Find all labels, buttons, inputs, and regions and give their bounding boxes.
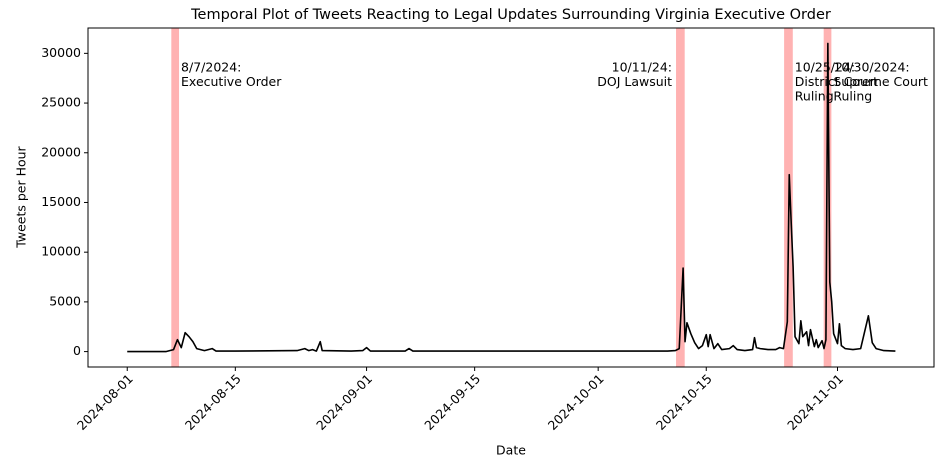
x-axis-label: Date [496,443,526,458]
y-tick-label: 15000 [41,194,81,209]
y-axis-label: Tweets per Hour [14,145,29,248]
annotation: 10/30/2024: [833,60,909,75]
x-tick-label: 2024-09-15 [421,371,483,433]
x-tick-label: 2024-10-15 [653,371,715,433]
x-tick-label: 2024-11-01 [784,371,846,433]
y-tick-label: 30000 [41,45,81,60]
plot [127,42,896,353]
annotation: Ruling [795,89,834,104]
series-line [127,42,896,353]
annotation: 8/7/2024: [181,60,241,75]
plot-frame [87,27,935,368]
annotation: 10/11/24: [612,60,672,75]
highlight-span [676,28,685,367]
annotation: District Court [795,74,878,89]
annotation: Supreme Court [833,74,928,89]
y-tick-label: 5000 [49,293,81,308]
x-tick-label: 2024-09-01 [313,371,375,433]
chart-title: Temporal Plot of Tweets Reacting to Lega… [190,7,831,23]
y-tick-label: 20000 [41,144,81,159]
annotation: DOJ Lawsuit [597,74,672,89]
y-tick-label: 0 [73,343,81,358]
y-tick-label: 10000 [41,244,81,259]
x-tick-label: 2024-08-01 [74,371,136,433]
annotation: Ruling [833,89,872,104]
x-tick-label: 2024-08-15 [182,371,244,433]
highlight-span [171,28,180,367]
annotation: Executive Order [181,74,282,89]
annotation: 10/25/24: [795,60,855,75]
y-tick-label: 25000 [41,95,81,110]
x-tick-label: 2024-10-01 [545,371,607,433]
